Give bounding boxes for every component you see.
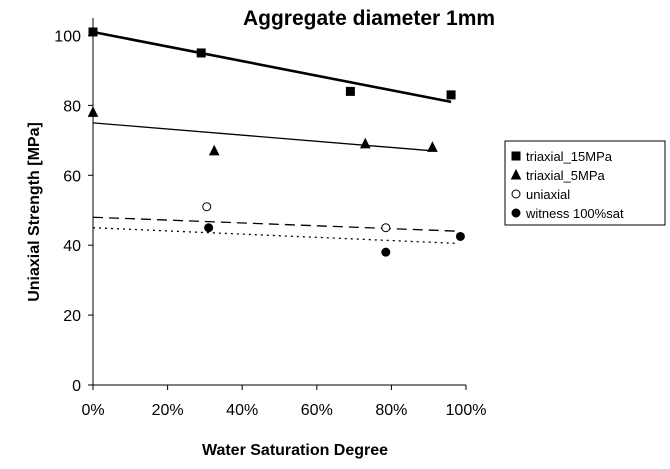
point-triaxial-5mpa xyxy=(87,106,99,117)
axes: 0 20 40 60 80 100 0% 20% 40% 60% 80% 100% xyxy=(54,18,486,419)
trendline-triaxial-5mpa xyxy=(92,122,433,152)
point-uniaxial xyxy=(381,223,391,233)
x-axis-title: Water Saturation Degree xyxy=(202,442,388,459)
x-tick-label: 40% xyxy=(226,402,258,419)
legend-label: triaxial_5MPa xyxy=(526,168,606,183)
legend-label: witness 100%sat xyxy=(525,206,624,221)
point-triaxial-5mpa xyxy=(359,137,371,149)
y-tick-label: 100 xyxy=(54,28,81,45)
point-uniaxial xyxy=(202,202,212,212)
trendline-uniaxial xyxy=(92,216,459,232)
x-tick-label: 100% xyxy=(446,402,487,419)
point-witness-100-sat xyxy=(381,247,391,257)
y-tick-label: 60 xyxy=(63,168,81,185)
y-tick-label: 80 xyxy=(63,98,81,115)
point-triaxial-15mpa xyxy=(88,27,98,37)
x-tick-label: 20% xyxy=(152,402,184,419)
point-witness-100-sat xyxy=(455,231,465,241)
chart-title: Aggregate diameter 1mm xyxy=(243,7,495,30)
legend-label: uniaxial xyxy=(526,187,570,202)
point-triaxial-5mpa xyxy=(427,141,438,152)
point-witness-100-sat xyxy=(204,223,214,233)
legend-label: triaxial_15MPa xyxy=(526,149,613,164)
legend-marker xyxy=(511,151,521,161)
point-triaxial-15mpa xyxy=(446,90,456,100)
point-triaxial-15mpa xyxy=(345,86,355,96)
legend-marker xyxy=(511,189,521,199)
legend-marker xyxy=(511,208,521,218)
y-tick-label: 0 xyxy=(72,378,81,395)
legend: triaxial_15MPa triaxial_5MPa uniaxial witne… xyxy=(504,140,666,226)
x-tick-label: 60% xyxy=(301,402,333,419)
y-tick-label: 40 xyxy=(63,238,81,255)
legend-marker xyxy=(510,168,522,180)
trendline-triaxial-15mpa xyxy=(92,30,452,104)
x-tick-label: 80% xyxy=(375,402,407,419)
markers xyxy=(87,27,465,257)
point-triaxial-15mpa xyxy=(196,48,206,58)
x-tick-label: 0% xyxy=(81,402,104,419)
y-axis-title: Uniaxial Strength [MPa] xyxy=(26,122,43,302)
y-tick-label: 20 xyxy=(63,308,81,325)
point-triaxial-5mpa xyxy=(208,144,220,156)
trendline-witness-100-sat xyxy=(92,227,459,245)
trendlines xyxy=(92,30,459,245)
legend-box xyxy=(504,140,666,226)
